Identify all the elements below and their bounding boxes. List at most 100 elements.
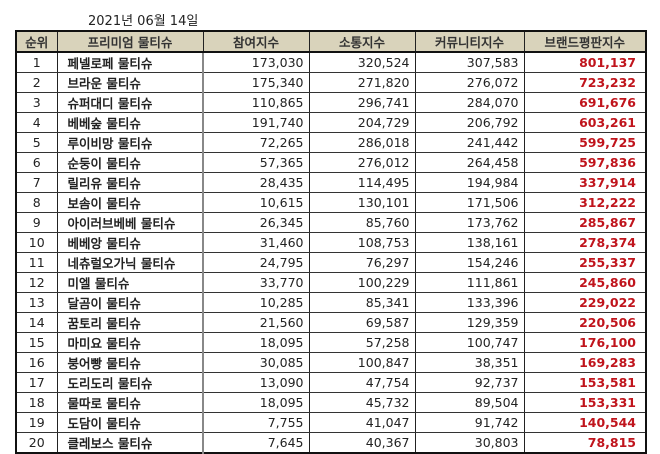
community-cell: 138,161 — [414, 232, 525, 253]
communication-cell: 276,012 — [308, 152, 416, 173]
participation-cell: 30,085 — [202, 352, 310, 373]
header-communication: 소통지수 — [308, 30, 416, 53]
participation-cell: 7,755 — [202, 412, 310, 433]
table-row: 3 슈퍼대디 물티슈 110,865 296,741 284,070 691,6… — [15, 92, 647, 113]
community-cell: 276,072 — [414, 72, 525, 93]
brand-cell: 220,506 — [523, 312, 647, 333]
participation-cell: 72,265 — [202, 132, 310, 153]
community-cell: 171,506 — [414, 192, 525, 213]
communication-cell: 296,741 — [308, 92, 416, 113]
communication-cell: 76,297 — [308, 252, 416, 273]
participation-cell: 191,740 — [202, 112, 310, 133]
communication-cell: 320,524 — [308, 51, 416, 73]
name-cell: 꿈토리 물티슈 — [56, 312, 204, 333]
communication-cell: 286,018 — [308, 132, 416, 153]
name-cell: 마미요 물티슈 — [56, 332, 204, 353]
name-cell: 순둥이 물티슈 — [56, 152, 204, 173]
name-cell: 페넬로페 물티슈 — [56, 51, 204, 73]
table-row: 10 베베앙 물티슈 31,460 108,753 138,161 278,37… — [15, 232, 647, 253]
community-cell: 264,458 — [414, 152, 525, 173]
brand-cell: 176,100 — [523, 332, 647, 353]
community-cell: 241,442 — [414, 132, 525, 153]
participation-cell: 18,095 — [202, 392, 310, 413]
rank-cell: 18 — [15, 392, 58, 413]
brand-cell: 603,261 — [523, 112, 647, 133]
brand-cell: 597,836 — [523, 152, 647, 173]
table-row: 4 베베숲 물티슈 191,740 204,729 206,792 603,26… — [15, 112, 647, 133]
communication-cell: 85,760 — [308, 212, 416, 233]
community-cell: 92,737 — [414, 372, 525, 393]
communication-cell: 204,729 — [308, 112, 416, 133]
rank-cell: 5 — [15, 132, 58, 153]
rank-cell: 2 — [15, 72, 58, 93]
participation-cell: 26,345 — [202, 212, 310, 233]
communication-cell: 41,047 — [308, 412, 416, 433]
community-cell: 307,583 — [414, 51, 525, 73]
participation-cell: 57,365 — [202, 152, 310, 173]
participation-cell: 10,615 — [202, 192, 310, 213]
brand-cell: 153,581 — [523, 372, 647, 393]
rank-cell: 15 — [15, 332, 58, 353]
brand-cell: 337,914 — [523, 172, 647, 193]
table-row: 18 물따로 물티슈 18,095 45,732 89,504 153,331 — [15, 392, 647, 413]
participation-cell: 7,645 — [202, 432, 310, 454]
rank-cell: 17 — [15, 372, 58, 393]
brand-cell: 278,374 — [523, 232, 647, 253]
name-cell: 네츄럴오가닉 물티슈 — [56, 252, 204, 273]
table-row: 19 도담이 물티슈 7,755 41,047 91,742 140,544 — [15, 412, 647, 433]
rank-cell: 14 — [15, 312, 58, 333]
brand-cell: 599,725 — [523, 132, 647, 153]
rank-cell: 3 — [15, 92, 58, 113]
community-cell: 129,359 — [414, 312, 525, 333]
brand-cell: 140,544 — [523, 412, 647, 433]
header-community: 커뮤니티지수 — [414, 30, 525, 53]
community-cell: 89,504 — [414, 392, 525, 413]
rank-cell: 13 — [15, 292, 58, 313]
participation-cell: 110,865 — [202, 92, 310, 113]
name-cell: 보솜이 물티슈 — [56, 192, 204, 213]
communication-cell: 100,229 — [308, 272, 416, 293]
communication-cell: 45,732 — [308, 392, 416, 413]
communication-cell: 114,495 — [308, 172, 416, 193]
table-row: 11 네츄럴오가닉 물티슈 24,795 76,297 154,246 255,… — [15, 252, 647, 273]
table-row: 2 브라운 물티슈 175,340 271,820 276,072 723,23… — [15, 72, 647, 93]
name-cell: 슈퍼대디 물티슈 — [56, 92, 204, 113]
participation-cell: 33,770 — [202, 272, 310, 293]
rank-cell: 8 — [15, 192, 58, 213]
communication-cell: 47,754 — [308, 372, 416, 393]
communication-cell: 57,258 — [308, 332, 416, 353]
table-row: 9 아이러브베베 물티슈 26,345 85,760 173,762 285,8… — [15, 212, 647, 233]
participation-cell: 13,090 — [202, 372, 310, 393]
name-cell: 브라운 물티슈 — [56, 72, 204, 93]
name-cell: 클레보스 물티슈 — [56, 432, 204, 454]
community-cell: 38,351 — [414, 352, 525, 373]
community-cell: 154,246 — [414, 252, 525, 273]
community-cell: 194,984 — [414, 172, 525, 193]
brand-cell: 245,860 — [523, 272, 647, 293]
table-row: 15 마미요 물티슈 18,095 57,258 100,747 176,100 — [15, 332, 647, 353]
name-cell: 도담이 물티슈 — [56, 412, 204, 433]
name-cell: 붕어빵 물티슈 — [56, 352, 204, 373]
rank-cell: 19 — [15, 412, 58, 433]
community-cell: 30,803 — [414, 432, 525, 454]
name-cell: 아이러브베베 물티슈 — [56, 212, 204, 233]
name-cell: 릴리유 물티슈 — [56, 172, 204, 193]
community-cell: 111,861 — [414, 272, 525, 293]
communication-cell: 100,847 — [308, 352, 416, 373]
community-cell: 206,792 — [414, 112, 525, 133]
rank-cell: 4 — [15, 112, 58, 133]
brand-cell: 801,137 — [523, 51, 647, 73]
name-cell: 베베앙 물티슈 — [56, 232, 204, 253]
brand-cell: 312,222 — [523, 192, 647, 213]
table-row: 5 루이비망 물티슈 72,265 286,018 241,442 599,72… — [15, 132, 647, 153]
participation-cell: 21,560 — [202, 312, 310, 333]
brand-cell: 78,815 — [523, 432, 647, 454]
rank-cell: 7 — [15, 172, 58, 193]
communication-cell: 85,341 — [308, 292, 416, 313]
rank-cell: 16 — [15, 352, 58, 373]
rank-cell: 9 — [15, 212, 58, 233]
rank-cell: 10 — [15, 232, 58, 253]
rank-cell: 11 — [15, 252, 58, 273]
table-row: 6 순둥이 물티슈 57,365 276,012 264,458 597,836 — [15, 152, 647, 173]
communication-cell: 108,753 — [308, 232, 416, 253]
